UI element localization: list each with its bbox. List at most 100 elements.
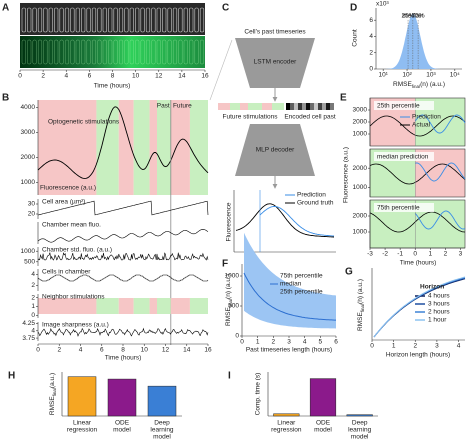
label: 0: [31, 312, 35, 319]
label: 2: [272, 339, 276, 346]
label: regression: [67, 427, 98, 434]
trace: [38, 229, 208, 242]
label: Prediction: [412, 114, 441, 121]
label: 2: [31, 294, 35, 301]
label: learning: [150, 427, 174, 434]
axis-label-part: (a.u.): [49, 373, 56, 388]
stim-band: [96, 100, 118, 195]
bar: [310, 379, 336, 416]
label: 2: [444, 251, 448, 258]
label: Chamber std. fluo. (a.u.): [42, 247, 112, 254]
stim-band: [171, 100, 190, 195]
label: 1000: [21, 179, 36, 186]
axis-label-part: RMSE: [357, 312, 364, 331]
label: 75th percentile: [280, 273, 323, 280]
label: 4: [31, 327, 35, 334]
label: median prediction: [377, 154, 429, 161]
axis-label: RMSEfinal(h) (a.u.): [357, 279, 365, 331]
label: Horizon: [420, 284, 444, 291]
stim-band: [171, 298, 190, 314]
label: 4.25: [22, 320, 35, 327]
label: 3: [459, 251, 463, 258]
label: 2: [413, 343, 417, 350]
code-strip: [290, 103, 294, 110]
label: -1: [397, 251, 403, 258]
label: 8: [121, 347, 125, 354]
label: F: [222, 259, 228, 270]
label: 20: [28, 211, 36, 218]
stim-band: [190, 100, 208, 195]
label: Time (hours): [400, 260, 437, 267]
label: 0: [240, 339, 244, 346]
code-strip: [330, 103, 334, 110]
label: C: [222, 3, 229, 14]
code-strip: [302, 103, 306, 110]
label: 1000: [21, 248, 36, 255]
label: 0: [18, 73, 22, 80]
code-strip: [322, 103, 326, 110]
bar: [347, 415, 373, 416]
label: B: [2, 93, 9, 104]
microscopy-phase: [20, 3, 205, 35]
label: model: [351, 434, 369, 441]
label: 2: [369, 49, 373, 56]
label: 4: [457, 343, 461, 350]
stim-strip: [272, 103, 284, 110]
label: 75%: [412, 13, 425, 20]
label: Image sharpness (a.u.): [42, 322, 109, 329]
label: Time (hours): [94, 83, 131, 90]
label: 16: [204, 347, 212, 354]
label: Cell's past timeseries: [244, 29, 306, 36]
label: 500: [24, 258, 35, 265]
label: 0: [36, 347, 40, 354]
bar: [108, 379, 136, 416]
label: 3000: [21, 129, 36, 136]
label: 6: [334, 339, 338, 346]
label: 2000: [353, 165, 368, 172]
label: 6: [100, 347, 104, 354]
label: Fluorescence (a.u.): [343, 147, 350, 203]
label: Future: [173, 103, 192, 110]
label: H: [8, 371, 15, 382]
code-strip: [326, 103, 330, 110]
label: 3: [287, 339, 291, 346]
microscopy-fluo: [20, 36, 205, 68]
label: 75th percentile: [377, 205, 420, 212]
label: Ground truth: [297, 200, 334, 207]
label: 4: [79, 347, 83, 354]
label: 3 hours: [428, 301, 450, 308]
label: MLP decoder: [256, 147, 295, 154]
label: 3: [435, 343, 439, 350]
label: model: [314, 427, 332, 434]
label: G: [345, 267, 353, 278]
label: 1000: [353, 229, 368, 236]
label: D: [350, 3, 357, 14]
label: E: [340, 93, 347, 104]
arrow: [210, 40, 232, 100]
axis-label-part: RMSE: [393, 81, 412, 88]
label: Linear: [73, 420, 92, 427]
label: A: [2, 3, 9, 14]
label: 6: [88, 73, 92, 80]
label: 10: [141, 347, 149, 354]
label: Cell area (µm²): [42, 199, 85, 206]
label: 25th percentile: [280, 289, 323, 296]
label: Count: [352, 29, 359, 47]
label: 12: [155, 73, 163, 80]
label: Horizon length (hours): [386, 352, 450, 359]
label: 2: [31, 282, 35, 289]
label: 2 hours: [428, 309, 450, 316]
label: regression: [271, 427, 302, 434]
label: 4000: [21, 104, 36, 111]
label: 1: [31, 303, 35, 310]
label: -3: [367, 251, 373, 258]
label: Deep: [352, 420, 368, 427]
label: 2000: [353, 119, 368, 126]
code-strip: [318, 103, 322, 110]
axis-label-part: (n) (a.u.): [225, 274, 232, 299]
stim-strip: [218, 103, 230, 110]
label: Past timeseries length (hours): [246, 347, 332, 354]
label: 1000: [353, 184, 368, 191]
code-strip: [306, 103, 310, 110]
label: 0: [369, 66, 373, 73]
